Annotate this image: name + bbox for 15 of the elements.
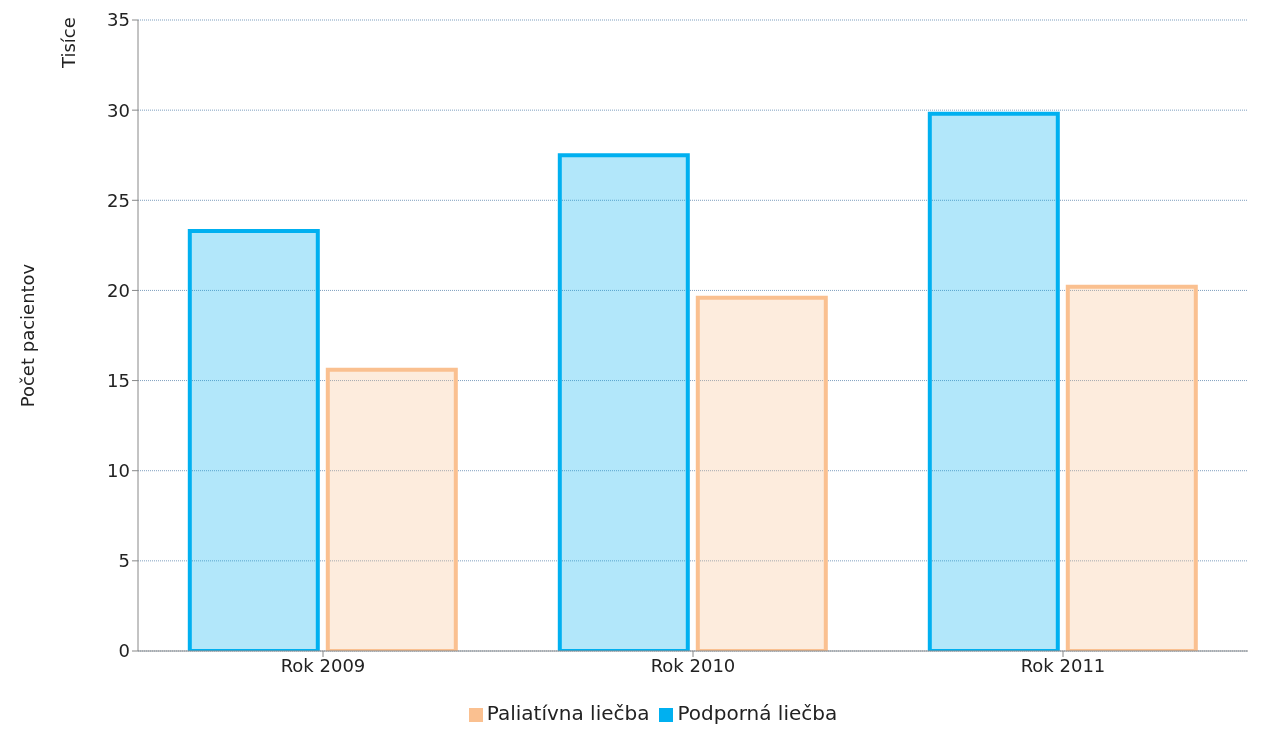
y-tick-label: 25 [107, 189, 130, 211]
x-tick-label: Rok 2009 [280, 654, 366, 676]
x-tick-label: Rok 2011 [1020, 654, 1106, 676]
y-tick-label: 35 [107, 9, 130, 31]
y-axis-title: Počet pacientov [17, 263, 39, 408]
x-tick-label: Rok 2010 [650, 654, 736, 676]
legend-label: Paliatívna liečba [486, 701, 650, 725]
y-tick-label: 15 [107, 369, 130, 391]
y-tick-label: 5 [118, 550, 130, 572]
y-tick-label: 0 [118, 640, 130, 662]
y-tick-label: 10 [107, 460, 130, 482]
text: Tisíce [58, 17, 79, 68]
y-tick-label: 30 [107, 99, 130, 121]
legend-label: Podporná liečba [677, 701, 838, 725]
y-tick-label: 20 [107, 279, 130, 301]
